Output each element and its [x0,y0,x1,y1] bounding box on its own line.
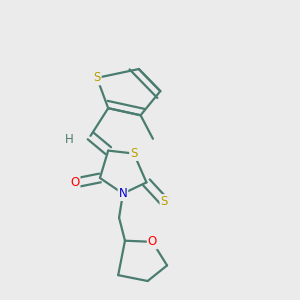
Text: O: O [148,236,157,248]
Text: S: S [160,195,168,208]
Text: S: S [130,147,137,160]
Text: H: H [65,134,74,146]
Text: S: S [93,71,101,84]
Text: O: O [70,176,80,190]
Text: N: N [118,187,127,200]
